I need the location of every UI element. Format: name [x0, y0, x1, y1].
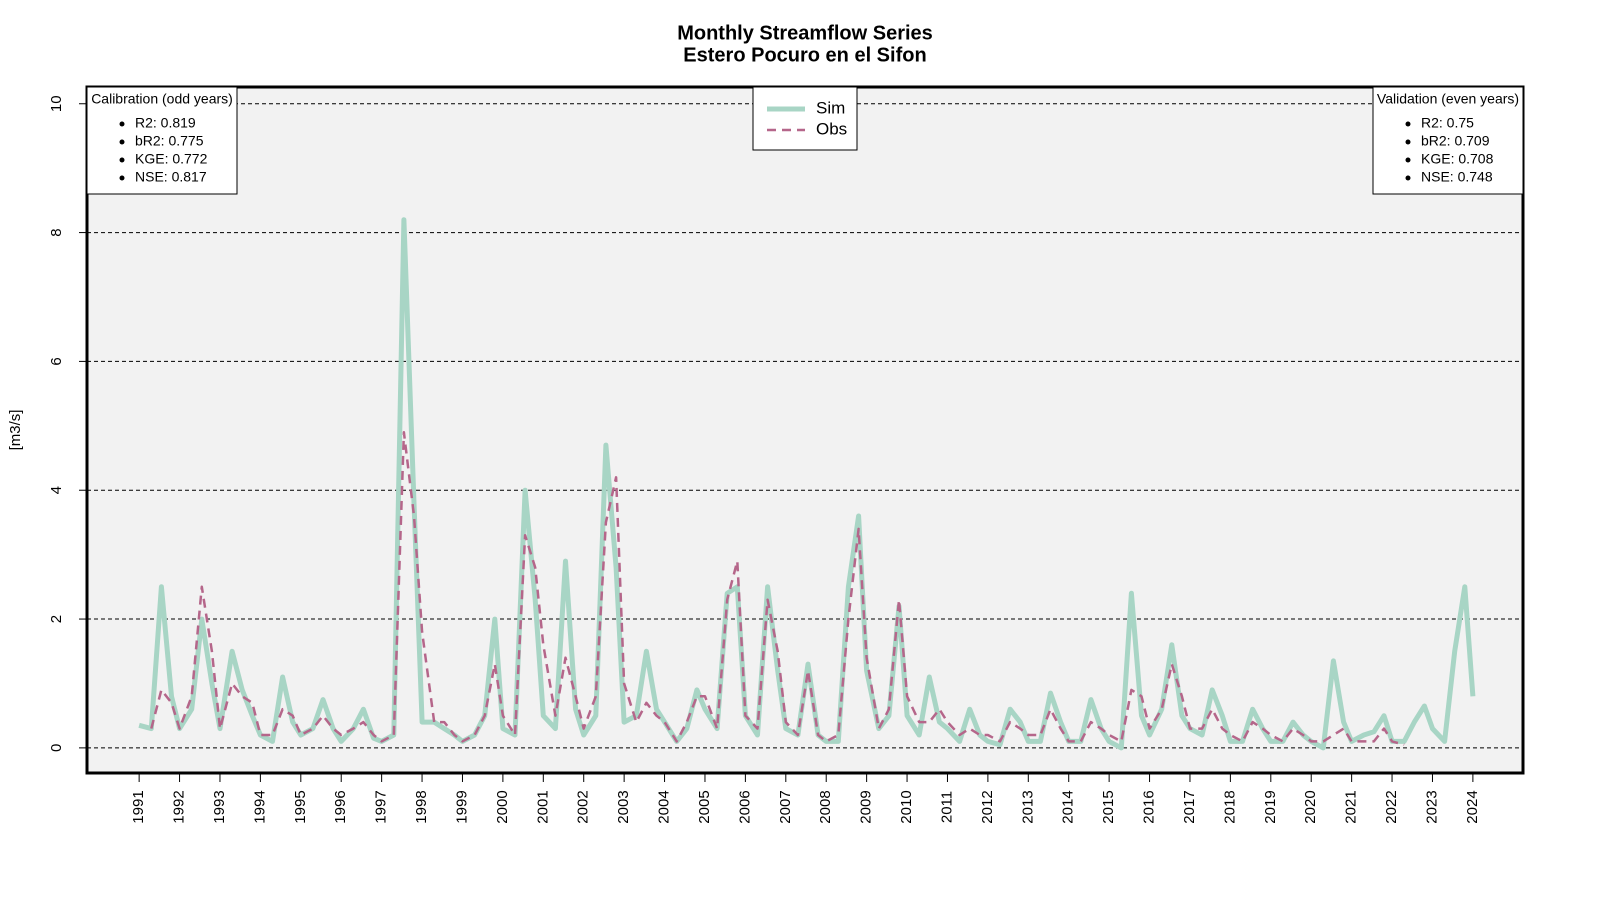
- stats-item: KGE: 0.772: [135, 151, 208, 167]
- y-tick-label: 0: [48, 744, 65, 752]
- bullet: [1405, 157, 1411, 163]
- y-tick-label: 10: [48, 95, 65, 112]
- x-tick-label: 2024: [1464, 790, 1481, 823]
- bullet: [119, 139, 125, 145]
- x-tick-label: 2006: [736, 790, 753, 823]
- y-axis-label: [m3/s]: [7, 410, 24, 451]
- x-tick-label: 1992: [171, 790, 188, 823]
- stats-item: NSE: 0.817: [135, 169, 207, 185]
- x-tick-label: 2011: [938, 791, 955, 823]
- stats-item: R2: 0.819: [135, 115, 196, 131]
- x-tick-label: 2001: [534, 790, 551, 823]
- y-tick-label: 4: [48, 486, 65, 494]
- x-tick-label: 2008: [817, 790, 834, 823]
- legend-label: Obs: [816, 119, 847, 138]
- x-tick-label: 2000: [494, 790, 511, 823]
- x-tick-label: 2012: [979, 790, 996, 823]
- x-tick-label: 2002: [575, 790, 592, 823]
- stats-box: [1372, 86, 1524, 195]
- y-tick-label: 2: [48, 615, 65, 623]
- y-tick-label: 8: [48, 228, 65, 236]
- x-tick-label: 1998: [413, 790, 430, 823]
- x-tick-label: 2009: [858, 790, 875, 823]
- x-tick-label: 2019: [1262, 790, 1279, 823]
- x-tick-label: 2022: [1383, 790, 1400, 823]
- x-tick-label: 1996: [332, 790, 349, 823]
- stats-item: R2: 0.75: [1421, 115, 1474, 131]
- legend-label: Sim: [816, 98, 845, 117]
- bullet: [119, 121, 125, 127]
- chart-subtitle: Estero Pocuro en el Sifon: [683, 44, 926, 66]
- x-tick-label: 1995: [292, 790, 309, 823]
- stats-title: Calibration (odd years): [91, 91, 233, 107]
- x-tick-label: 2013: [1019, 790, 1036, 823]
- x-tick-label: 2007: [777, 790, 794, 823]
- x-tick-label: 2004: [656, 790, 673, 823]
- x-tick-label: 2017: [1181, 790, 1198, 823]
- x-tick-label: 2023: [1423, 790, 1440, 823]
- x-tick-label: 1994: [251, 790, 268, 823]
- x-tick-label: 2010: [898, 790, 915, 823]
- stats-item: KGE: 0.708: [1421, 151, 1494, 167]
- x-tick-label: 2014: [1060, 790, 1077, 823]
- bullet: [1405, 175, 1411, 181]
- legend-box: [752, 86, 858, 151]
- stats-title: Validation (even years): [1377, 91, 1519, 107]
- series-line: [138, 217, 1476, 751]
- x-tick-label: 1993: [211, 790, 228, 823]
- stats-item: bR2: 0.775: [135, 133, 204, 149]
- bullet: [1405, 139, 1411, 145]
- x-tick-label: 2016: [1141, 790, 1158, 823]
- bullet: [1405, 121, 1411, 127]
- x-tick-label: 1999: [453, 790, 470, 823]
- y-tick-label: 6: [48, 357, 65, 365]
- stats-item: bR2: 0.709: [1421, 133, 1490, 149]
- bullet: [119, 157, 125, 163]
- stats-item: NSE: 0.748: [1421, 169, 1493, 185]
- stats-box: [86, 86, 238, 195]
- plot-background: [87, 87, 1523, 773]
- x-tick-label: 2003: [615, 790, 632, 823]
- x-tick-label: 2020: [1302, 790, 1319, 823]
- x-tick-label: 2018: [1221, 790, 1238, 823]
- x-tick-label: 2005: [696, 790, 713, 823]
- series-line: [150, 431, 1405, 746]
- x-tick-label: 2021: [1343, 790, 1360, 823]
- x-tick-label: 2015: [1100, 790, 1117, 823]
- x-tick-label: 1991: [130, 790, 147, 823]
- bullet: [119, 175, 125, 181]
- chart-title: Monthly Streamflow Series: [677, 22, 933, 44]
- x-tick-label: 1997: [373, 790, 390, 823]
